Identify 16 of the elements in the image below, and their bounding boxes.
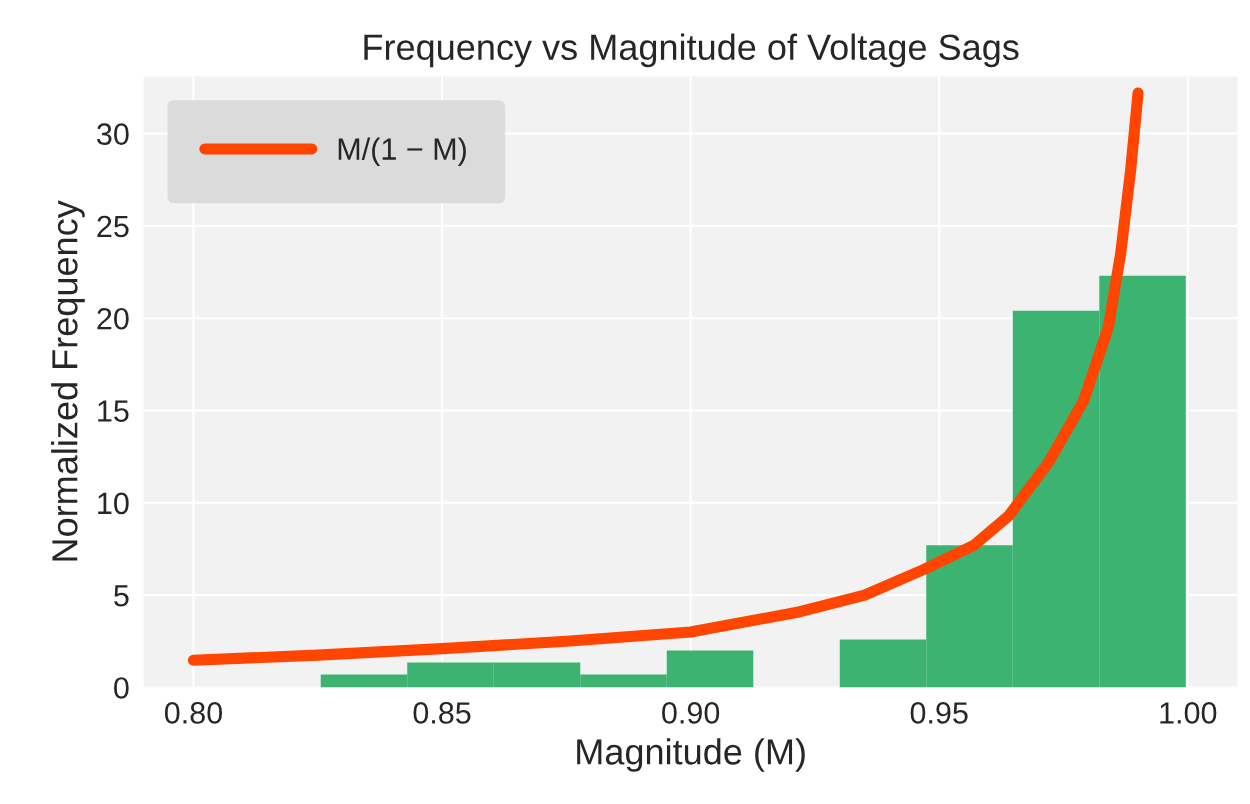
y-tick-label: 25 (97, 215, 129, 238)
legend-label: M/(1 − M) (338, 137, 466, 166)
x-tick-label: 0.85 (413, 702, 471, 724)
x-tick-label: 0.90 (662, 702, 720, 724)
x-axis-title: Magnitude (M) (577, 738, 805, 772)
y-tick-label: 30 (97, 123, 129, 145)
y-tick-label: 5 (114, 585, 129, 607)
x-tick-label: 0.80 (164, 702, 223, 724)
x-tick-label: 0.95 (910, 702, 968, 724)
y-tick-label: 15 (98, 400, 129, 422)
chart-title: Frequency vs Magnitude of Voltage Sags (364, 33, 1019, 68)
y-tick-label: 10 (98, 492, 129, 515)
y-axis-title: Normalized Frequency (51, 200, 85, 561)
y-tick-label: 0 (114, 677, 129, 699)
x-tick-label: 1.00 (1160, 702, 1217, 724)
y-tick-label: 20 (97, 307, 129, 330)
